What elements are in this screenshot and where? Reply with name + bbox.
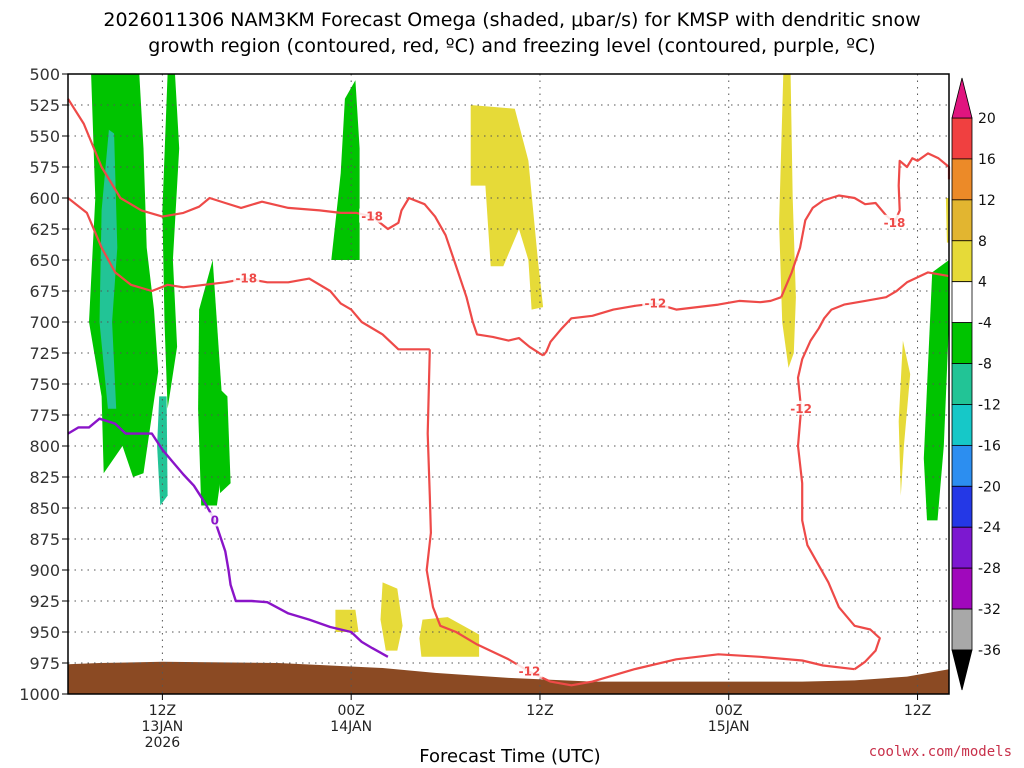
y-tick-label-6: 650 bbox=[29, 251, 60, 270]
colorbar-bin-2 bbox=[951, 199, 973, 242]
freezing-label-0: 0 bbox=[211, 513, 219, 527]
omega-region-2 bbox=[162, 74, 180, 409]
y-tick-label-12: 800 bbox=[29, 437, 60, 456]
y-tick-label-4: 600 bbox=[29, 189, 60, 208]
x-tick-label-0-0: 12Z bbox=[149, 703, 176, 719]
dgz-label-4: -18 bbox=[884, 216, 906, 230]
omega-region-14 bbox=[419, 617, 480, 657]
colorbar-bin-11 bbox=[951, 567, 973, 610]
omega-region-13 bbox=[380, 582, 403, 651]
x-tick-label-1-0: 00Z bbox=[337, 703, 364, 719]
y-tick-label-5: 625 bbox=[29, 220, 60, 239]
terrain-fill bbox=[68, 661, 949, 694]
colorbar-bin-8 bbox=[951, 444, 973, 487]
dgz-label-2: -12 bbox=[644, 296, 666, 310]
x-tick-label-3-1: 15JAN bbox=[708, 719, 750, 735]
dgz-label-bg-1 bbox=[516, 663, 543, 678]
omega-region-6 bbox=[331, 80, 360, 260]
x-tick-label-3-0: 00Z bbox=[715, 703, 742, 719]
y-tick-label-18: 950 bbox=[29, 623, 60, 642]
dgz-contour-1 bbox=[425, 349, 855, 687]
colorbar-label-5: -4 bbox=[978, 316, 992, 332]
colorbar-label-13: -36 bbox=[978, 643, 1001, 659]
freezing-label-bg-0 bbox=[201, 512, 228, 527]
y-tick-label-7: 675 bbox=[29, 282, 60, 301]
colorbar-label-7: -12 bbox=[978, 397, 1001, 413]
colorbar-label-11: -28 bbox=[978, 561, 1001, 577]
chart-title-line-2: growth region (contoured, red, ºC) and f… bbox=[148, 35, 875, 57]
omega-region-9 bbox=[779, 74, 796, 368]
dgz-label-1: -12 bbox=[519, 665, 541, 679]
colorbar-bottom-arrow bbox=[951, 649, 973, 691]
y-tick-label-17: 925 bbox=[29, 592, 60, 611]
x-tick-label-4-0: 12Z bbox=[904, 703, 931, 719]
y-tick-label-2: 550 bbox=[29, 127, 60, 146]
y-tick-label-0: 500 bbox=[29, 65, 60, 84]
x-tick-label-2-0: 12Z bbox=[526, 703, 553, 719]
omega-region-10 bbox=[898, 340, 911, 496]
dgz-label-5: -12 bbox=[790, 402, 812, 416]
dgz-label-bg-4 bbox=[881, 214, 908, 229]
dgz-label-bg-2 bbox=[642, 295, 669, 310]
colorbar-label-8: -16 bbox=[978, 438, 1001, 454]
colorbar-label-1: 16 bbox=[978, 152, 996, 168]
colorbar-bin-6 bbox=[951, 363, 973, 405]
y-tick-label-16: 900 bbox=[29, 561, 60, 580]
colorbar-bin-9 bbox=[951, 485, 973, 528]
y-tick-label-20: 1000 bbox=[19, 685, 60, 704]
colorbar-bin-5 bbox=[951, 322, 973, 364]
dgz-label-0: -18 bbox=[235, 272, 257, 286]
y-tick-label-1: 525 bbox=[29, 96, 60, 115]
omega-region-5 bbox=[214, 384, 231, 494]
chart-title-line-1: 2026011306 NAM3KM Forecast Omega (shaded… bbox=[103, 9, 920, 31]
x-tick-label-0-1: 13JAN bbox=[142, 719, 184, 735]
colorbar-label-3: 8 bbox=[978, 234, 987, 250]
y-tick-label-3: 575 bbox=[29, 158, 60, 177]
colorbar-label-4: 4 bbox=[978, 275, 987, 291]
colorbar-label-12: -32 bbox=[978, 602, 1001, 618]
colorbar-bin-1 bbox=[951, 158, 973, 201]
omega-region-1 bbox=[99, 129, 118, 409]
y-tick-label-9: 725 bbox=[29, 344, 60, 363]
y-tick-label-14: 850 bbox=[29, 499, 60, 518]
dgz-contour-4 bbox=[780, 152, 951, 298]
terrain-layer bbox=[68, 661, 949, 694]
y-tick-label-11: 775 bbox=[29, 406, 60, 425]
y-axis-ticks: 500 525 550 575 600 625 650 675 700 725 750 775 800 8… bbox=[19, 65, 68, 704]
dgz-label-3: -18 bbox=[361, 210, 383, 224]
y-tick-label-19: 975 bbox=[29, 654, 60, 673]
y-tick-label-8: 700 bbox=[29, 313, 60, 332]
colorbar-bin-10 bbox=[951, 526, 973, 569]
x-tick-label-1-1: 14JAN bbox=[330, 719, 372, 735]
x-tick-label-0-2: 2026 bbox=[145, 735, 181, 751]
colorbar-label-9: -20 bbox=[978, 479, 1001, 495]
contour-layer: -18 -12 -12 -18 -18 -12 0 bbox=[67, 98, 951, 687]
omega-region-7 bbox=[923, 260, 949, 521]
colorbar-label-6: -8 bbox=[978, 357, 992, 373]
colorbar-bin-4 bbox=[951, 281, 973, 324]
omega-region-0 bbox=[89, 74, 159, 477]
colorbar-label-0: 20 bbox=[978, 111, 996, 127]
dgz-label-bg-3 bbox=[359, 208, 386, 223]
x-axis-label: Forecast Time (UTC) bbox=[419, 746, 600, 767]
colorbar-label-2: 12 bbox=[978, 193, 996, 209]
credit-text: coolwx.com/models bbox=[869, 744, 1012, 760]
colorbar-bin-0 bbox=[951, 117, 973, 160]
colorbar-top-arrow bbox=[951, 77, 973, 119]
colorbar: 20 16 12 8 4 -4 -8 -12 -16 -20 -24 -28 -32 -36 bbox=[951, 77, 1001, 691]
y-tick-label-10: 750 bbox=[29, 375, 60, 394]
dgz-label-bg-0 bbox=[233, 270, 260, 285]
colorbar-bin-7 bbox=[951, 404, 973, 446]
colorbar-bin-3 bbox=[951, 240, 973, 283]
y-tick-label-13: 825 bbox=[29, 468, 60, 487]
y-tick-label-15: 875 bbox=[29, 530, 60, 549]
colorbar-label-10: -24 bbox=[978, 520, 1001, 536]
dgz-label-bg-5 bbox=[788, 400, 815, 415]
colorbar-bin-12 bbox=[951, 608, 973, 651]
omega-region-8 bbox=[470, 105, 544, 310]
omega-region-12 bbox=[335, 609, 359, 632]
omega-region-11 bbox=[945, 198, 949, 243]
